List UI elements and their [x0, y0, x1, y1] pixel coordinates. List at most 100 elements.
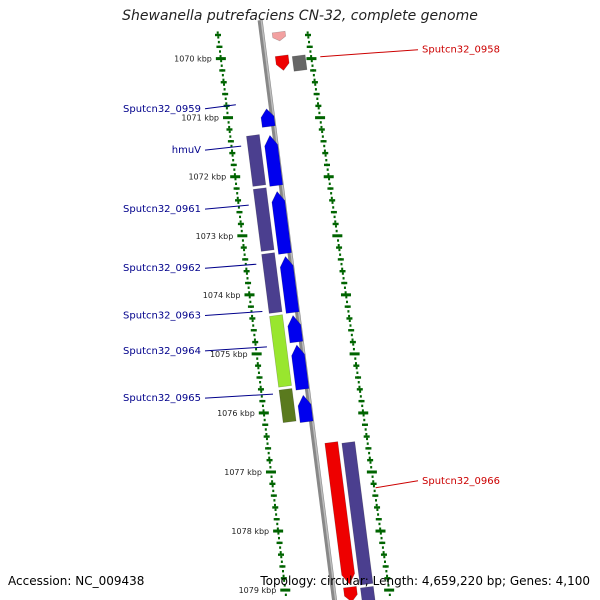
right-guide-dot [337, 239, 340, 242]
right-guide-dot [351, 338, 354, 341]
major-tick-right-1079 [384, 588, 395, 592]
right-guide-dot [369, 461, 372, 464]
gene-label-Sputcn32_0966: Sputcn32_0966 [422, 476, 500, 487]
left-minor-tick [215, 33, 221, 37]
left-minor-tick [227, 140, 234, 143]
forward-gene-arrow [271, 190, 292, 255]
right-minor-tick [322, 151, 329, 155]
gene-leader-line [204, 310, 263, 316]
forward-cds-block-body [246, 134, 267, 187]
right-guide-dot [370, 466, 373, 469]
left-guide-dot [274, 508, 277, 511]
tick-label-1070: 1070 kbp [174, 55, 212, 64]
right-guide-dot [312, 73, 315, 77]
left-guide-dot [253, 338, 256, 341]
right-guide-dot [331, 201, 334, 204]
right-guide-dot [342, 277, 345, 280]
left-guide-dot [257, 371, 260, 374]
left-guide-dot [244, 262, 247, 266]
left-guide-dot [263, 418, 266, 422]
gene-leader-line [204, 263, 257, 269]
forward-cds-block [269, 314, 292, 388]
left-guide-dot [279, 551, 282, 554]
right-minor-tick [344, 305, 351, 308]
right-guide-dot [316, 97, 319, 100]
gene-label-Sputcn32_0962: Sputcn32_0962 [123, 263, 201, 274]
right-guide-dot [371, 475, 374, 478]
forward-gene-arrow-shape [291, 344, 310, 391]
right-guide-dot [325, 158, 328, 162]
left-guide-dot [267, 451, 270, 455]
left-minor-tick [252, 340, 259, 344]
right-guide-dot [359, 390, 362, 393]
left-guide-dot [228, 130, 231, 134]
right-guide-dot [385, 569, 388, 573]
forward-cds-block-body [278, 388, 297, 423]
left-guide-dot [237, 201, 240, 204]
left-guide-dot [249, 300, 252, 304]
right-minor-tick [310, 69, 317, 72]
left-guide-dot [245, 267, 248, 271]
left-guide-dot [276, 527, 279, 530]
left-guide-dot [240, 225, 243, 228]
major-tick-right-1070 [306, 57, 317, 61]
left-minor-tick [219, 69, 226, 72]
right-guide-dot [308, 40, 311, 44]
left-minor-tick [229, 151, 236, 155]
left-guide-dot [256, 357, 259, 360]
left-minor-tick [249, 317, 256, 320]
left-guide-dot [248, 291, 251, 294]
left-minor-tick [236, 210, 243, 214]
right-minor-tick [361, 423, 368, 426]
right-guide-dot [379, 527, 382, 530]
forward-cds-block [278, 388, 297, 423]
forward-gene-arrow [260, 108, 276, 128]
left-minor-tick [277, 553, 284, 556]
right-guide-dot [355, 366, 358, 370]
left-guide-dot [265, 432, 268, 436]
reverse-cds-block-body [360, 585, 376, 600]
forward-gene-arrow-shape [271, 190, 292, 255]
left-guide-dot [236, 196, 239, 200]
major-tick-right-1075 [349, 352, 360, 356]
right-minor-tick [365, 447, 372, 450]
right-minor-tick [349, 340, 356, 344]
forward-gene-arrow [297, 394, 314, 423]
right-minor-tick [323, 163, 330, 167]
gene-leader-line [204, 204, 249, 210]
right-guide-dot [348, 314, 351, 318]
left-minor-tick [250, 329, 257, 332]
right-guide-dot [362, 414, 365, 417]
right-guide-dot [310, 55, 313, 58]
right-guide-dot [361, 404, 364, 408]
left-minor-tick [272, 506, 279, 509]
left-guide-dot [225, 102, 228, 105]
left-guide-dot [230, 144, 233, 148]
reverse-cds-block [291, 54, 308, 72]
major-tick-right-1077 [366, 470, 377, 474]
left-guide-dot [260, 395, 263, 398]
left-guide-dot [252, 324, 255, 327]
right-guide-dot [382, 551, 385, 554]
left-guide-dot [266, 442, 269, 445]
left-guide-dot [239, 220, 242, 223]
major-tick-right-1073 [332, 234, 343, 238]
right-guide-dot [324, 154, 327, 157]
right-guide-dot [376, 508, 379, 511]
left-minor-tick [230, 163, 237, 167]
left-minor-tick [247, 305, 254, 308]
right-guide-dot [321, 130, 324, 134]
right-guide-dot [354, 357, 357, 360]
left-guide-dot [264, 428, 267, 431]
tick-label-1079: 1079 kbp [239, 586, 277, 595]
reverse-gene-arrow-shape [271, 30, 287, 42]
left-guide-dot [271, 484, 274, 488]
right-guide-dot [335, 229, 338, 233]
left-minor-tick [235, 199, 242, 202]
reverse-gene-arrow-shape [324, 441, 355, 585]
major-tick-1074 [244, 293, 255, 297]
right-guide-dot [368, 451, 371, 455]
left-guide-dot [262, 409, 265, 412]
left-guide-dot [273, 503, 276, 507]
